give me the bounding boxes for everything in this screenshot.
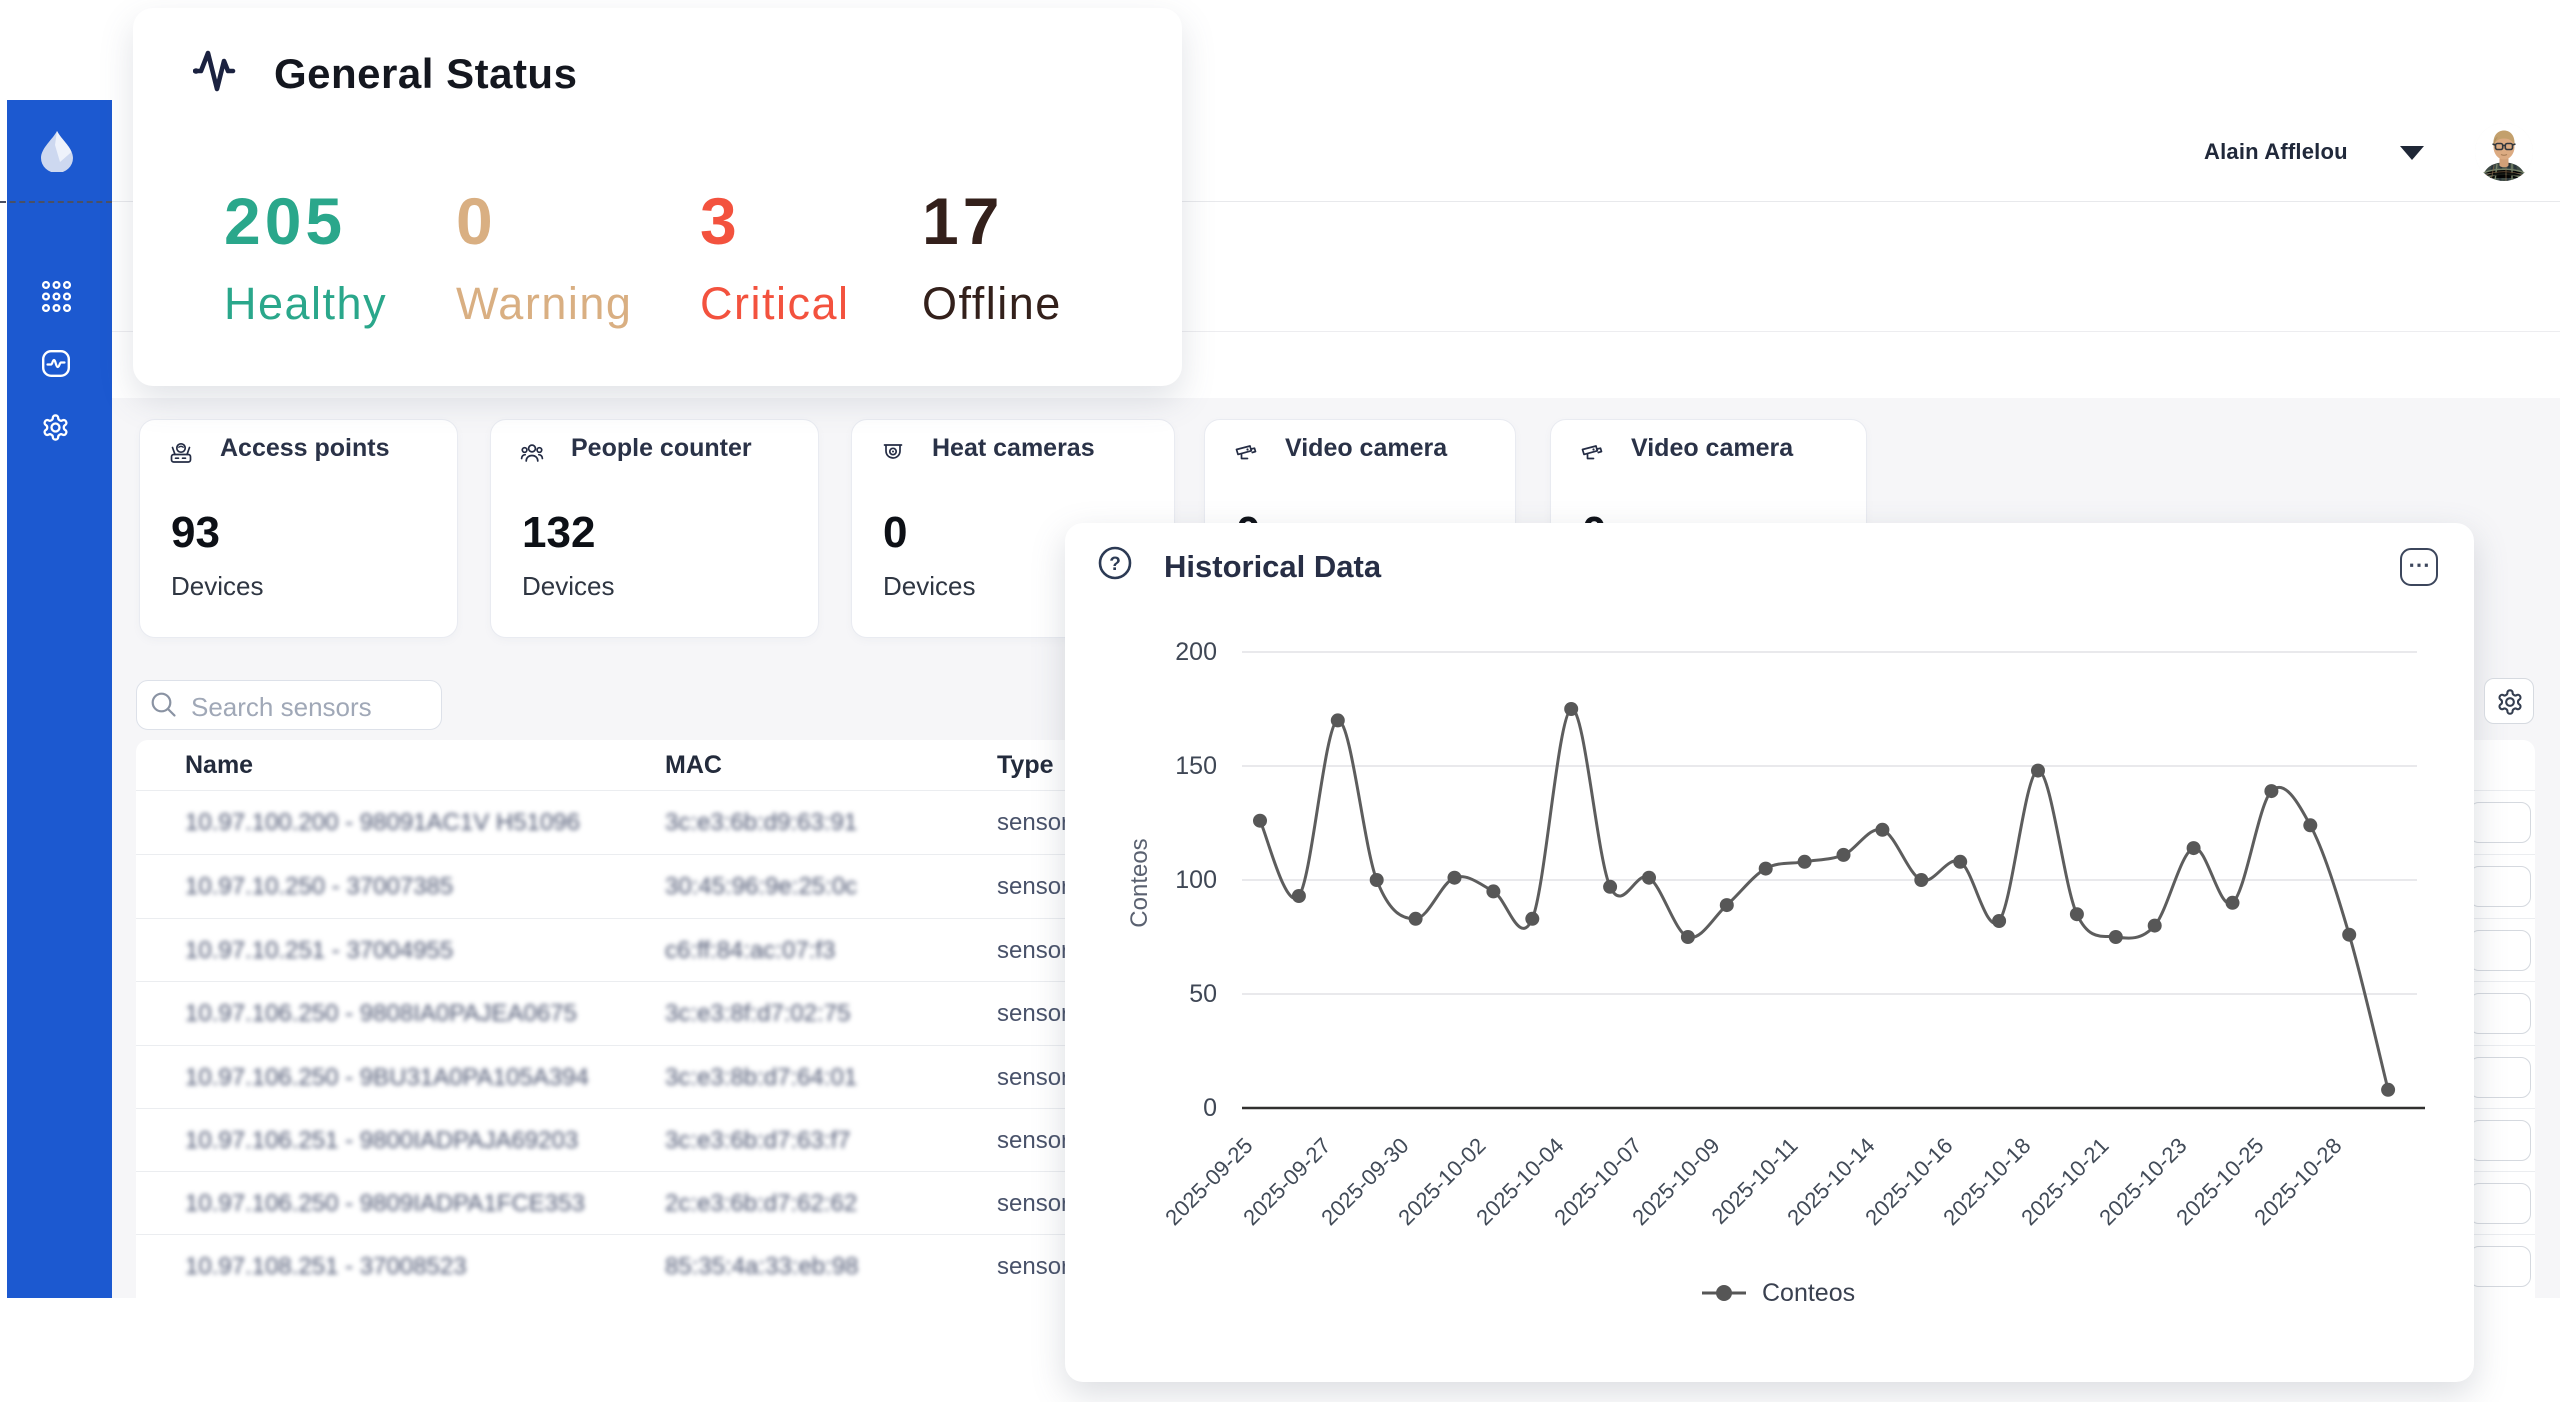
svg-text:Conteos: Conteos xyxy=(1762,1279,1855,1307)
svg-text:100: 100 xyxy=(1175,866,1217,894)
svg-text:50: 50 xyxy=(1189,980,1217,1008)
svg-text:150: 150 xyxy=(1175,752,1217,780)
svg-text:200: 200 xyxy=(1175,638,1217,666)
svg-text:?: ? xyxy=(1109,554,1121,575)
svg-text:Conteos: Conteos xyxy=(1126,838,1153,927)
svg-text:0: 0 xyxy=(1203,1094,1217,1122)
